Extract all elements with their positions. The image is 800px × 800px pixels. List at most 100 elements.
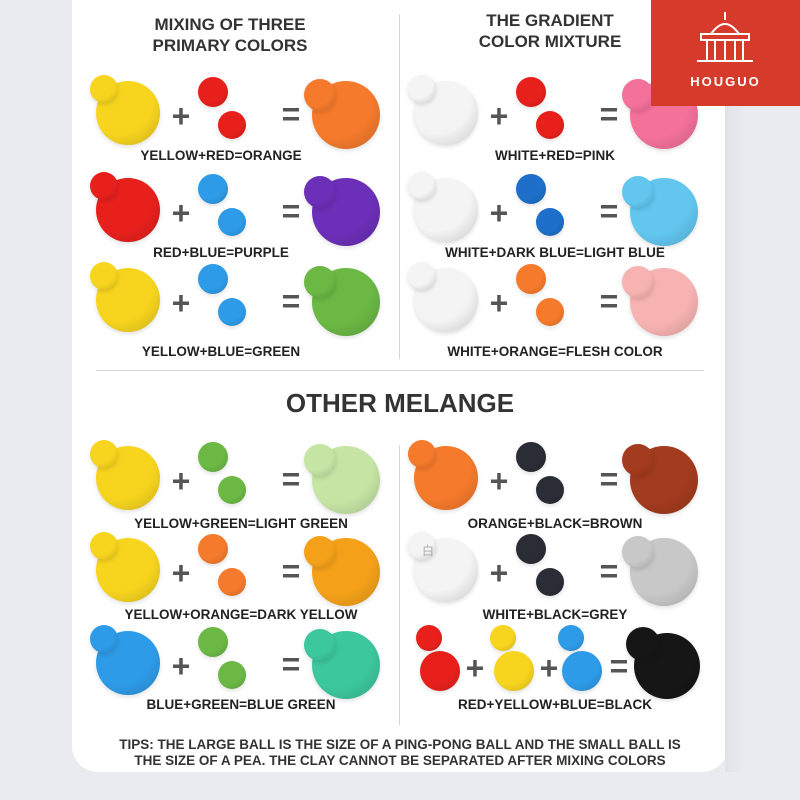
recipe-label: YELLOW+BLUE=GREEN bbox=[141, 344, 301, 359]
building-icon bbox=[697, 12, 753, 62]
plus-sign: + bbox=[489, 98, 509, 134]
result-ball bbox=[630, 446, 698, 514]
gradient-mixture-heading-text: THE GRADIENT COLOR MIXTURE bbox=[478, 11, 622, 51]
result-ball bbox=[622, 79, 654, 111]
equals-sign: = bbox=[281, 96, 301, 132]
equals-sign: = bbox=[281, 646, 301, 682]
input-ball-small bbox=[420, 651, 460, 691]
recipe-label: WHITE+DARK BLUE=LIGHT BLUE bbox=[445, 245, 665, 260]
input-ball-small bbox=[218, 476, 246, 504]
input-ball-small bbox=[516, 264, 546, 294]
result-ball bbox=[304, 444, 336, 476]
recipe-label: WHITE+BLACK=GREY bbox=[482, 607, 628, 622]
equals-sign: = bbox=[599, 283, 619, 319]
plus-sign: + bbox=[171, 195, 191, 231]
input-ball-small bbox=[536, 476, 564, 504]
horizontal-divider bbox=[96, 370, 704, 371]
result-ball bbox=[304, 176, 336, 208]
input-ball-small bbox=[90, 625, 118, 653]
input-ball-small bbox=[408, 532, 436, 560]
input-ball-small bbox=[494, 651, 534, 691]
input-ball-small bbox=[516, 174, 546, 204]
result-ball bbox=[312, 538, 380, 606]
input-ball-small bbox=[536, 298, 564, 326]
input-ball-small bbox=[90, 532, 118, 560]
plus-sign: + bbox=[171, 285, 191, 321]
recipe-label: ORANGE+BLACK=BROWN bbox=[467, 516, 643, 531]
gradient-mixture-heading: THE GRADIENT COLOR MIXTURE bbox=[440, 10, 660, 52]
primary-colors-heading-text: MIXING OF THREE PRIMARY COLORS bbox=[152, 15, 308, 55]
input-ball-small bbox=[408, 262, 436, 290]
equals-sign: = bbox=[609, 648, 629, 684]
equals-sign: = bbox=[599, 553, 619, 589]
result-ball bbox=[622, 176, 654, 208]
result-ball bbox=[312, 446, 380, 514]
input-ball-small bbox=[218, 111, 246, 139]
tips-text: TIPS: THE LARGE BALL IS THE SIZE OF A PI… bbox=[119, 737, 681, 768]
input-ball-small bbox=[516, 77, 546, 107]
input-ball-small bbox=[562, 651, 602, 691]
input-ball-small bbox=[408, 172, 436, 200]
plus-sign: + bbox=[171, 98, 191, 134]
plus-sign: + bbox=[171, 463, 191, 499]
equals-sign: = bbox=[599, 96, 619, 132]
content-card bbox=[72, 0, 728, 772]
input-ball-small bbox=[198, 627, 228, 657]
input-ball-small bbox=[490, 625, 516, 651]
input-ball-small bbox=[198, 534, 228, 564]
input-ball-small bbox=[198, 77, 228, 107]
white-chip-label: 白 bbox=[422, 544, 435, 558]
input-ball-small bbox=[408, 75, 436, 103]
input-ball-small bbox=[218, 298, 246, 326]
input-ball-small bbox=[218, 568, 246, 596]
top-vertical-divider bbox=[399, 14, 400, 359]
input-ball-small bbox=[90, 172, 118, 200]
equals-sign: = bbox=[599, 193, 619, 229]
input-ball-small bbox=[90, 262, 118, 290]
recipe-label: WHITE+ORANGE=FLESH COLOR bbox=[447, 344, 663, 359]
plus-sign: + bbox=[171, 648, 191, 684]
input-ball-small bbox=[198, 174, 228, 204]
input-ball-small bbox=[90, 440, 118, 468]
result-ball bbox=[622, 444, 654, 476]
input-ball-large bbox=[414, 538, 478, 602]
other-melange-heading: OTHER MELANGE bbox=[285, 388, 515, 418]
plus-sign: + bbox=[489, 285, 509, 321]
input-ball-small bbox=[516, 534, 546, 564]
result-ball bbox=[626, 627, 660, 661]
result-ball bbox=[304, 629, 336, 661]
input-ball-small bbox=[536, 208, 564, 236]
recipe-label: YELLOW+RED=ORANGE bbox=[140, 148, 302, 163]
input-ball-small bbox=[558, 625, 584, 651]
recipe-label: YELLOW+ORANGE=DARK YELLOW bbox=[124, 607, 358, 622]
input-ball-small bbox=[218, 661, 246, 689]
card-shadow bbox=[725, 0, 745, 772]
plus-sign: + bbox=[489, 195, 509, 231]
recipe-label: RED+BLUE=PURPLE bbox=[153, 245, 289, 260]
equals-sign: = bbox=[281, 283, 301, 319]
plus-sign: + bbox=[465, 650, 485, 686]
houguo-logo: HOUGUO bbox=[651, 0, 800, 106]
recipe-label: WHITE+RED=PINK bbox=[494, 148, 616, 163]
result-ball bbox=[304, 536, 336, 568]
primary-colors-heading: MIXING OF THREE PRIMARY COLORS bbox=[120, 14, 340, 56]
recipe-label: RED+YELLOW+BLUE=BLACK bbox=[458, 697, 652, 712]
input-ball-small bbox=[408, 440, 436, 468]
input-ball-small bbox=[218, 208, 246, 236]
logo-text: HOUGUO bbox=[690, 74, 761, 89]
input-ball-small bbox=[198, 264, 228, 294]
result-ball bbox=[622, 536, 654, 568]
input-ball-small bbox=[536, 568, 564, 596]
result-ball bbox=[304, 79, 336, 111]
input-ball-small bbox=[536, 111, 564, 139]
plus-sign: + bbox=[539, 650, 559, 686]
plus-sign: + bbox=[489, 555, 509, 591]
plus-sign: + bbox=[171, 555, 191, 591]
recipe-label: BLUE+GREEN=BLUE GREEN bbox=[146, 697, 336, 712]
input-ball-small bbox=[516, 442, 546, 472]
result-ball bbox=[304, 266, 336, 298]
input-ball-small bbox=[416, 625, 442, 651]
recipe-label: YELLOW+GREEN=LIGHT GREEN bbox=[134, 516, 348, 531]
result-ball bbox=[622, 266, 654, 298]
equals-sign: = bbox=[281, 461, 301, 497]
